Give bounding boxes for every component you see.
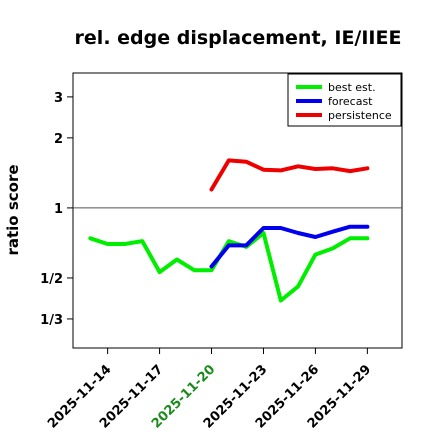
series-line-forecast (209, 224, 370, 269)
legend-label-forecast: forecast (328, 95, 373, 108)
y-tick-label: 1 (54, 202, 63, 217)
series-layer (88, 158, 370, 303)
y-tick-label: 3 (54, 91, 63, 106)
y-tick-label: 1/3 (40, 313, 63, 328)
legend-label-best-est: best est. (328, 81, 376, 94)
legend-label-persistence: persistence (328, 109, 392, 122)
y-tick-label: 2 (54, 132, 63, 147)
y-axis-label: ratio score (4, 164, 22, 255)
plot-frame (72, 72, 403, 349)
series-line-persistence (209, 158, 370, 192)
series-line-best-est (88, 231, 370, 303)
chart-title: rel. edge displacement, IE/IIEE (75, 27, 402, 49)
y-tick-label: 1/2 (40, 272, 63, 287)
y-axis: 1/3 1/2 1 2 3 (40, 91, 73, 328)
x-axis: 2025-11-142025-11-172025-11-202025-11-23… (45, 348, 374, 432)
